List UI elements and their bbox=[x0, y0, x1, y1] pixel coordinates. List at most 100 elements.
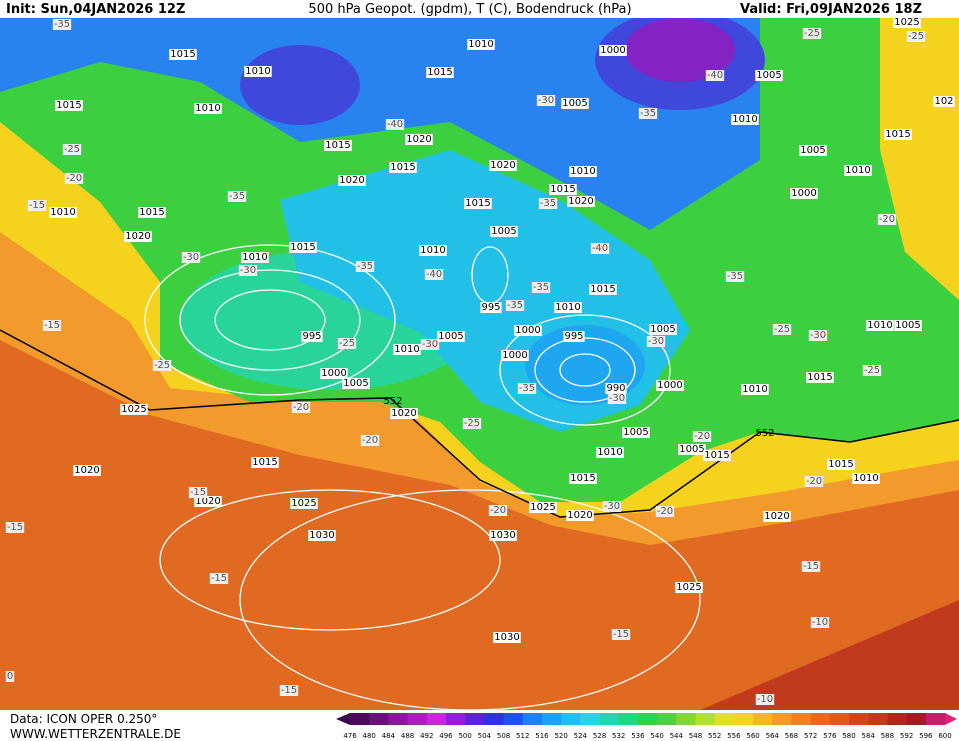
pressure-label: 1015 bbox=[170, 49, 195, 60]
pressure-label: 1015 bbox=[290, 242, 315, 253]
pressure-label-box bbox=[120, 404, 148, 415]
colorbar-label: 580 bbox=[842, 732, 855, 740]
temperature-label: -15 bbox=[29, 200, 45, 211]
data-source: Data: ICON OPER 0.250° bbox=[10, 712, 157, 726]
temperature-label: -15 bbox=[803, 561, 819, 572]
colorbar-label: 476 bbox=[343, 732, 357, 740]
colorbar-cell bbox=[810, 713, 831, 725]
pressure-label-box bbox=[622, 427, 650, 438]
colorbar-label: 504 bbox=[478, 732, 492, 740]
temperature-label: -35 bbox=[507, 300, 523, 311]
pressure-label-box bbox=[342, 378, 370, 389]
map-field bbox=[0, 10, 959, 710]
temperature-label: -40 bbox=[426, 269, 442, 280]
temperature-label-box bbox=[638, 108, 658, 119]
temperature-label: -10 bbox=[812, 617, 828, 628]
temperature-label-box bbox=[64, 173, 84, 184]
temperature-label: -40 bbox=[707, 70, 723, 81]
colorbar-label: 512 bbox=[516, 732, 529, 740]
colorbar-cell bbox=[426, 713, 447, 725]
pressure-label-box bbox=[596, 447, 624, 458]
pressure-label-box bbox=[244, 66, 272, 77]
pressure-label-box bbox=[894, 320, 922, 331]
temperature-label: -15 bbox=[190, 487, 206, 498]
pressure-label: 995 bbox=[481, 302, 500, 313]
pressure-label-box bbox=[490, 226, 518, 237]
temperature-label-box bbox=[692, 431, 712, 442]
colorbar-label: 564 bbox=[766, 732, 780, 740]
pressure-label: 1010 bbox=[468, 39, 493, 50]
pressure-label-box bbox=[799, 145, 827, 156]
colorbar-label: 484 bbox=[382, 732, 396, 740]
colorbar-cell bbox=[618, 713, 639, 725]
pressure-label: 1010 bbox=[50, 207, 75, 218]
pressure-label-box bbox=[489, 530, 517, 541]
temperature-label: -20 bbox=[879, 214, 895, 225]
colorbar-cell bbox=[350, 713, 370, 725]
colorbar-label: 572 bbox=[804, 732, 817, 740]
pressure-label: 1015 bbox=[325, 140, 350, 151]
temperature-label: -40 bbox=[592, 243, 608, 254]
temperature-label-box bbox=[531, 282, 551, 293]
temperature-label: -20 bbox=[362, 435, 378, 446]
temperature-label-box bbox=[152, 360, 172, 371]
pressure-label-box bbox=[933, 96, 955, 107]
field-red bbox=[700, 600, 959, 710]
pressure-label: 1020 bbox=[567, 510, 592, 521]
pressure-label: 1010 bbox=[394, 344, 419, 355]
pressure-label-box bbox=[827, 459, 855, 470]
temperature-label-box bbox=[862, 365, 882, 376]
pressure-label-box bbox=[554, 302, 582, 313]
colorbar-label: 556 bbox=[727, 732, 741, 740]
pressure-label-box bbox=[320, 368, 348, 379]
pressure-label: 1010 bbox=[597, 447, 622, 458]
temperature-label-box bbox=[62, 144, 82, 155]
colorbar-cell bbox=[561, 713, 581, 725]
pressure-label: 1010 bbox=[555, 302, 580, 313]
colorbar-label: 548 bbox=[689, 732, 702, 740]
valid-text: Valid: Fri,09JAN2026 18Z bbox=[740, 2, 922, 17]
pressure-label-box bbox=[569, 473, 597, 484]
pressure-label-box bbox=[169, 49, 197, 60]
temperature-label: -40 bbox=[387, 119, 403, 130]
temperature-label: -25 bbox=[804, 28, 820, 39]
temperature-label: -20 bbox=[293, 402, 309, 413]
pressure-label: 1005 bbox=[438, 331, 463, 342]
colorbar-label: 528 bbox=[593, 732, 606, 740]
colorbar-cell bbox=[407, 713, 428, 725]
pressure-label: 1005 bbox=[343, 378, 368, 389]
temperature-label: -30 bbox=[183, 252, 199, 263]
temperature-label-box bbox=[488, 505, 508, 516]
pressure-label: 1010 bbox=[242, 252, 267, 263]
pressure-label: 1015 bbox=[390, 162, 415, 173]
isohypse-552 bbox=[0, 329, 959, 518]
pressure-label: 1015 bbox=[828, 459, 853, 470]
pressure-label: 1005 bbox=[679, 444, 704, 455]
pressure-label: 1000 bbox=[657, 380, 682, 391]
colorbar-cell bbox=[657, 713, 677, 725]
colorbar-label: 588 bbox=[881, 732, 894, 740]
colorbar-label: 520 bbox=[554, 732, 567, 740]
temperature-label: -20 bbox=[66, 173, 82, 184]
temperature-label: -35 bbox=[357, 261, 373, 272]
temperature-label: -25 bbox=[64, 144, 80, 155]
pressure-label-box bbox=[194, 103, 222, 114]
pressure-label: 1015 bbox=[704, 450, 729, 461]
colorbar-cell bbox=[676, 713, 696, 725]
pressure-label: 1020 bbox=[391, 408, 416, 419]
pressure-label-box bbox=[393, 344, 421, 355]
pressure-label-box bbox=[678, 444, 706, 455]
temperature-label: -15 bbox=[281, 685, 297, 696]
temperature-label-box bbox=[808, 330, 828, 341]
pressure-label: 1005 bbox=[562, 98, 587, 109]
pressure-label: 995 bbox=[564, 331, 583, 342]
temperature-label-box bbox=[291, 402, 311, 413]
temperature-label-box bbox=[385, 119, 405, 130]
temperature-label-box bbox=[462, 418, 482, 429]
pressure-label-box bbox=[561, 98, 589, 109]
pressure-label-box bbox=[419, 245, 447, 256]
temperature-label: -25 bbox=[774, 324, 790, 335]
temperature-label: -35 bbox=[54, 19, 70, 30]
colorbar-cell bbox=[580, 713, 601, 725]
pressure-label: 995 bbox=[302, 331, 321, 342]
